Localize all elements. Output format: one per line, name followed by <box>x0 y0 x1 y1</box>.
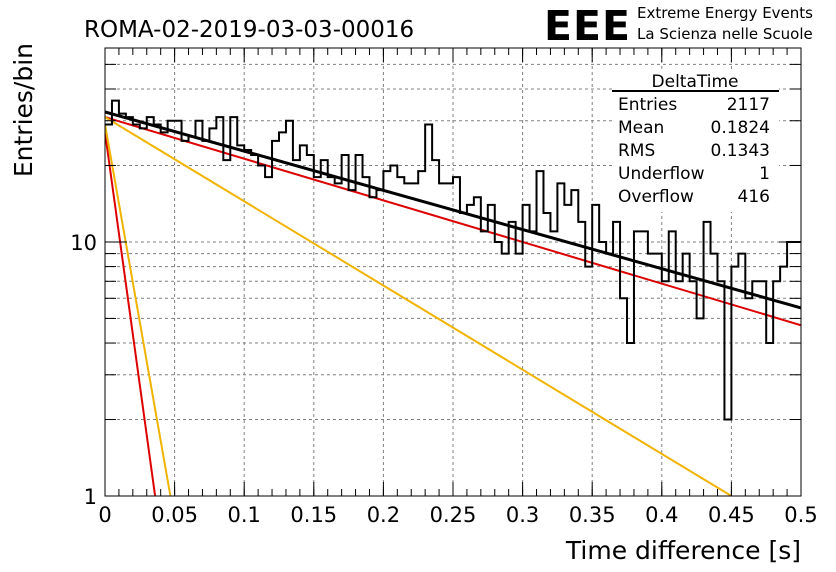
x-tick-label: 0.35 <box>569 503 616 527</box>
fit-line-slow <box>105 116 801 327</box>
x-tick-label: 0 <box>98 503 111 527</box>
stats-entries-value: 2117 <box>727 95 770 115</box>
x-axis-label: Time difference [s] <box>565 536 801 565</box>
stats-rms-label: RMS <box>618 141 655 161</box>
stats-underflow-label: Underflow <box>618 164 705 184</box>
y-tick-label: 10 <box>70 231 97 255</box>
x-tick-label: 0.5 <box>784 503 817 527</box>
logo-subtitle-2: La Scienza nelle Scuole <box>637 25 813 43</box>
x-tick-label: 0.3 <box>506 503 539 527</box>
fit-curves <box>105 110 801 496</box>
x-tick-label: 0.25 <box>430 503 477 527</box>
stats-box: DeltaTime Entries 2117 Mean 0.1824 RMS 0… <box>612 72 779 212</box>
tick-labels: 0 0.05 0.1 0.15 0.2 0.25 0.3 0.35 0.4 0.45 0.5 1 10 <box>70 231 817 527</box>
y-axis-label: Entries/bin <box>9 43 38 177</box>
fit-line-fast <box>105 132 157 496</box>
histogram-layer <box>105 99 801 421</box>
stats-mean-value: 0.1824 <box>711 118 770 138</box>
stats-overflow-label: Overflow <box>618 187 694 207</box>
stats-overflow-value: 416 <box>738 187 770 207</box>
x-tick-label: 0.2 <box>367 503 400 527</box>
x-tick-label: 0.1 <box>227 503 260 527</box>
stats-underflow-value: 1 <box>759 164 770 184</box>
fit-line-guide <box>105 116 732 496</box>
stats-rms-value: 0.1343 <box>711 141 770 161</box>
stats-box-bg <box>612 72 779 212</box>
x-tick-label: 0.15 <box>290 503 337 527</box>
fit-line-total <box>105 110 801 310</box>
x-tick-label: 0.4 <box>645 503 678 527</box>
logo-subtitle-1: Extreme Energy Events <box>637 4 813 22</box>
axis-ticks <box>104 48 802 497</box>
stats-box-title: DeltaTime <box>652 72 739 92</box>
chart-title: ROMA-02-2019-03-03-00016 <box>84 17 414 43</box>
grid-lines <box>105 48 801 496</box>
histogram-steps <box>105 99 801 421</box>
y-tick-label: 1 <box>84 485 97 509</box>
stats-entries-label: Entries <box>618 95 677 115</box>
fit-line-guide-fast <box>105 124 172 496</box>
x-tick-label: 0.45 <box>708 503 755 527</box>
eee-logo: EEE <box>544 2 631 50</box>
x-tick-label: 0.05 <box>151 503 198 527</box>
stats-mean-label: Mean <box>618 118 664 138</box>
